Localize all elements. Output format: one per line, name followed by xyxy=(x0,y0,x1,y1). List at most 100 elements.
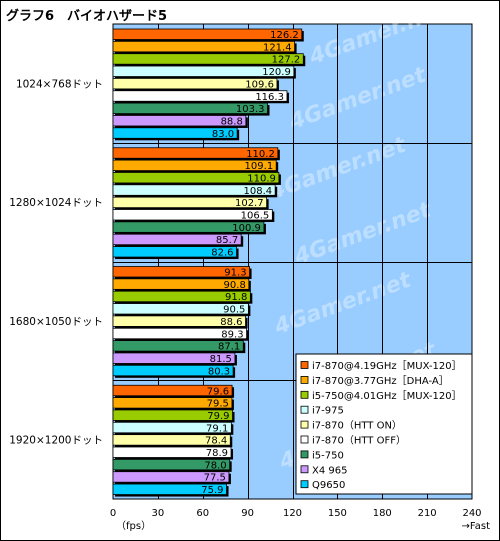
legend-label: i7-870（HTT ON） xyxy=(312,420,402,432)
bar-value-label: 77.5 xyxy=(204,473,226,484)
bar-value-label: 109.6 xyxy=(245,79,274,90)
bar-value-label: 120.9 xyxy=(262,67,291,78)
category-label: 1680×1050ドット xyxy=(9,316,103,328)
legend-swatch xyxy=(300,465,309,474)
bar xyxy=(112,421,232,434)
bar xyxy=(112,40,295,53)
legend-label: i7-975 xyxy=(312,406,344,417)
legend-swatch xyxy=(300,450,309,459)
category-label: 1280×1024ドット xyxy=(9,197,103,209)
x-tick-label: 180 xyxy=(373,508,392,519)
x-unit-label: （fps） xyxy=(116,520,151,532)
legend-label: i7-870@3.77GHz［DHA-A］ xyxy=(312,375,449,387)
bar xyxy=(112,159,277,172)
bar-value-label: 89.3 xyxy=(221,329,243,340)
bar xyxy=(112,127,238,139)
legend-swatch xyxy=(300,435,309,444)
bar-value-label: 79.9 xyxy=(207,411,229,422)
bar-value-label: 91.3 xyxy=(224,268,246,279)
x-tick-label: 210 xyxy=(418,508,437,519)
legend-swatch xyxy=(300,375,309,384)
bar-value-label: 108.4 xyxy=(244,186,273,197)
bar xyxy=(112,471,230,483)
bar-value-label: 85.7 xyxy=(216,235,238,246)
bar-value-label: 103.3 xyxy=(236,104,265,115)
bar xyxy=(112,147,279,159)
x-tick-label: 90 xyxy=(241,508,254,519)
legend-swatch xyxy=(300,405,309,414)
bar-value-label: 102.7 xyxy=(235,198,264,209)
bar-value-label: 127.2 xyxy=(272,55,301,66)
bar-value-label: 91.8 xyxy=(225,292,247,303)
bar xyxy=(112,384,233,397)
bar xyxy=(112,102,268,114)
bar-value-label: 90.8 xyxy=(224,280,246,291)
legend-swatch xyxy=(300,361,309,369)
bar-value-label: 81.5 xyxy=(210,354,232,365)
x-tick-label: 120 xyxy=(283,508,302,519)
bar xyxy=(112,266,250,278)
bar xyxy=(112,90,288,102)
bar-value-label: 83.0 xyxy=(212,129,234,140)
bar-value-label: 78.9 xyxy=(206,448,228,459)
category-label: 1920×1200ドット xyxy=(9,435,103,447)
x-tick-label: 150 xyxy=(328,508,347,519)
bar-value-label: 79.5 xyxy=(207,399,229,410)
bar xyxy=(112,53,304,65)
bar xyxy=(112,221,265,233)
bar-value-label: 88.6 xyxy=(220,317,242,328)
bar-value-label: 78.0 xyxy=(204,460,226,471)
bar xyxy=(112,278,250,290)
bar xyxy=(112,352,236,364)
bar-value-label: 90.5 xyxy=(223,305,245,316)
bar xyxy=(112,184,276,196)
bar-value-label: 87.1 xyxy=(218,342,240,353)
bar xyxy=(112,397,233,409)
legend-label: i5-750 xyxy=(312,450,344,461)
bar-value-label: 75.9 xyxy=(201,485,223,496)
legend-swatch xyxy=(300,390,309,399)
legend-label: X4 965 xyxy=(312,465,347,476)
legend-label: i7-870（HTT OFF） xyxy=(312,435,406,447)
bar-value-label: 116.3 xyxy=(255,92,284,103)
bar-value-label: 109.1 xyxy=(245,161,274,172)
x-tick-label: 0 xyxy=(110,508,116,519)
bar xyxy=(112,209,273,221)
bar xyxy=(112,233,242,246)
legend-label: i7-870@4.19GHz［MUX-120］ xyxy=(312,360,462,372)
bar-value-label: 79.1 xyxy=(206,423,228,434)
x-tick-label: 240 xyxy=(462,508,481,519)
bar xyxy=(112,409,233,421)
bar-value-label: 126.2 xyxy=(270,30,299,41)
legend-label: Q9650 xyxy=(312,480,345,491)
bar xyxy=(112,303,249,315)
bar xyxy=(112,65,295,77)
bar-value-label: 121.4 xyxy=(263,42,292,53)
bar-value-label: 88.8 xyxy=(221,116,243,127)
legend-swatch xyxy=(300,420,309,429)
bar xyxy=(112,434,231,446)
bar xyxy=(112,340,244,352)
legend-swatch xyxy=(300,480,309,489)
legend-box xyxy=(295,353,473,495)
bar xyxy=(112,327,247,340)
category-label: 1024×768ドット xyxy=(16,78,103,90)
bar xyxy=(112,172,280,184)
bar-value-label: 79.6 xyxy=(207,386,229,397)
bar-value-label: 80.3 xyxy=(208,366,230,377)
legend-label: i5-750@4.01GHz［MUX-120］ xyxy=(312,390,462,402)
bar xyxy=(112,290,251,303)
bar-value-label: 110.9 xyxy=(247,173,276,184)
bar-value-label: 78.4 xyxy=(205,436,227,447)
chart-title: グラフ6 バイオハザード5 xyxy=(6,9,168,24)
bar xyxy=(112,446,232,458)
bar xyxy=(112,246,237,258)
bar-value-label: 106.5 xyxy=(241,211,270,222)
bar xyxy=(112,115,247,127)
bar-value-label: 100.9 xyxy=(232,223,261,234)
bar xyxy=(112,364,234,377)
bar xyxy=(112,196,268,209)
x-tick-label: 60 xyxy=(196,508,209,519)
bar xyxy=(112,458,231,471)
